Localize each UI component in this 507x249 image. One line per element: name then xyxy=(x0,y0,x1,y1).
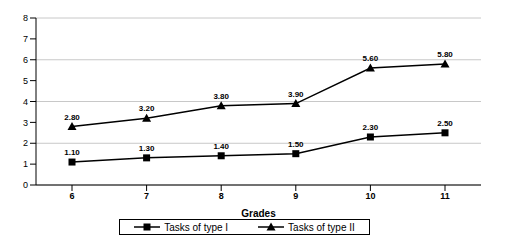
svg-text:5.80: 5.80 xyxy=(437,50,453,59)
svg-text:5.60: 5.60 xyxy=(363,54,379,63)
svg-text:3: 3 xyxy=(23,118,28,128)
svg-text:5: 5 xyxy=(23,76,28,86)
svg-text:1.40: 1.40 xyxy=(213,142,229,151)
svg-text:10: 10 xyxy=(365,191,375,201)
svg-text:1: 1 xyxy=(23,159,28,169)
svg-text:9: 9 xyxy=(293,191,298,201)
html-text:Tasks of type II: Tasks of type II xyxy=(288,221,355,233)
svg-text:Grades: Grades xyxy=(241,208,276,219)
svg-text:3.90: 3.90 xyxy=(288,90,304,99)
svg-text:2.30: 2.30 xyxy=(363,123,379,132)
svg-text:1.30: 1.30 xyxy=(139,144,155,153)
svg-text:2.80: 2.80 xyxy=(64,113,80,122)
svg-text:3.20: 3.20 xyxy=(139,104,155,113)
svg-text:6: 6 xyxy=(23,55,28,65)
html-text:Tasks of type I: Tasks of type I xyxy=(164,221,229,233)
svg-text:2.50: 2.50 xyxy=(437,119,453,128)
svg-text:6: 6 xyxy=(69,191,74,201)
svg-text:4: 4 xyxy=(23,97,28,107)
svg-text:1.50: 1.50 xyxy=(288,140,304,149)
svg-text:2: 2 xyxy=(23,138,28,148)
svg-text:7: 7 xyxy=(144,191,149,201)
svg-text:8: 8 xyxy=(219,191,224,201)
svg-text:7: 7 xyxy=(23,34,28,44)
svg-text:0: 0 xyxy=(23,180,28,190)
svg-text:1.10: 1.10 xyxy=(64,148,80,157)
svg-text:11: 11 xyxy=(440,191,450,201)
svg-text:8: 8 xyxy=(23,13,28,23)
svg-text:3.80: 3.80 xyxy=(213,92,229,101)
